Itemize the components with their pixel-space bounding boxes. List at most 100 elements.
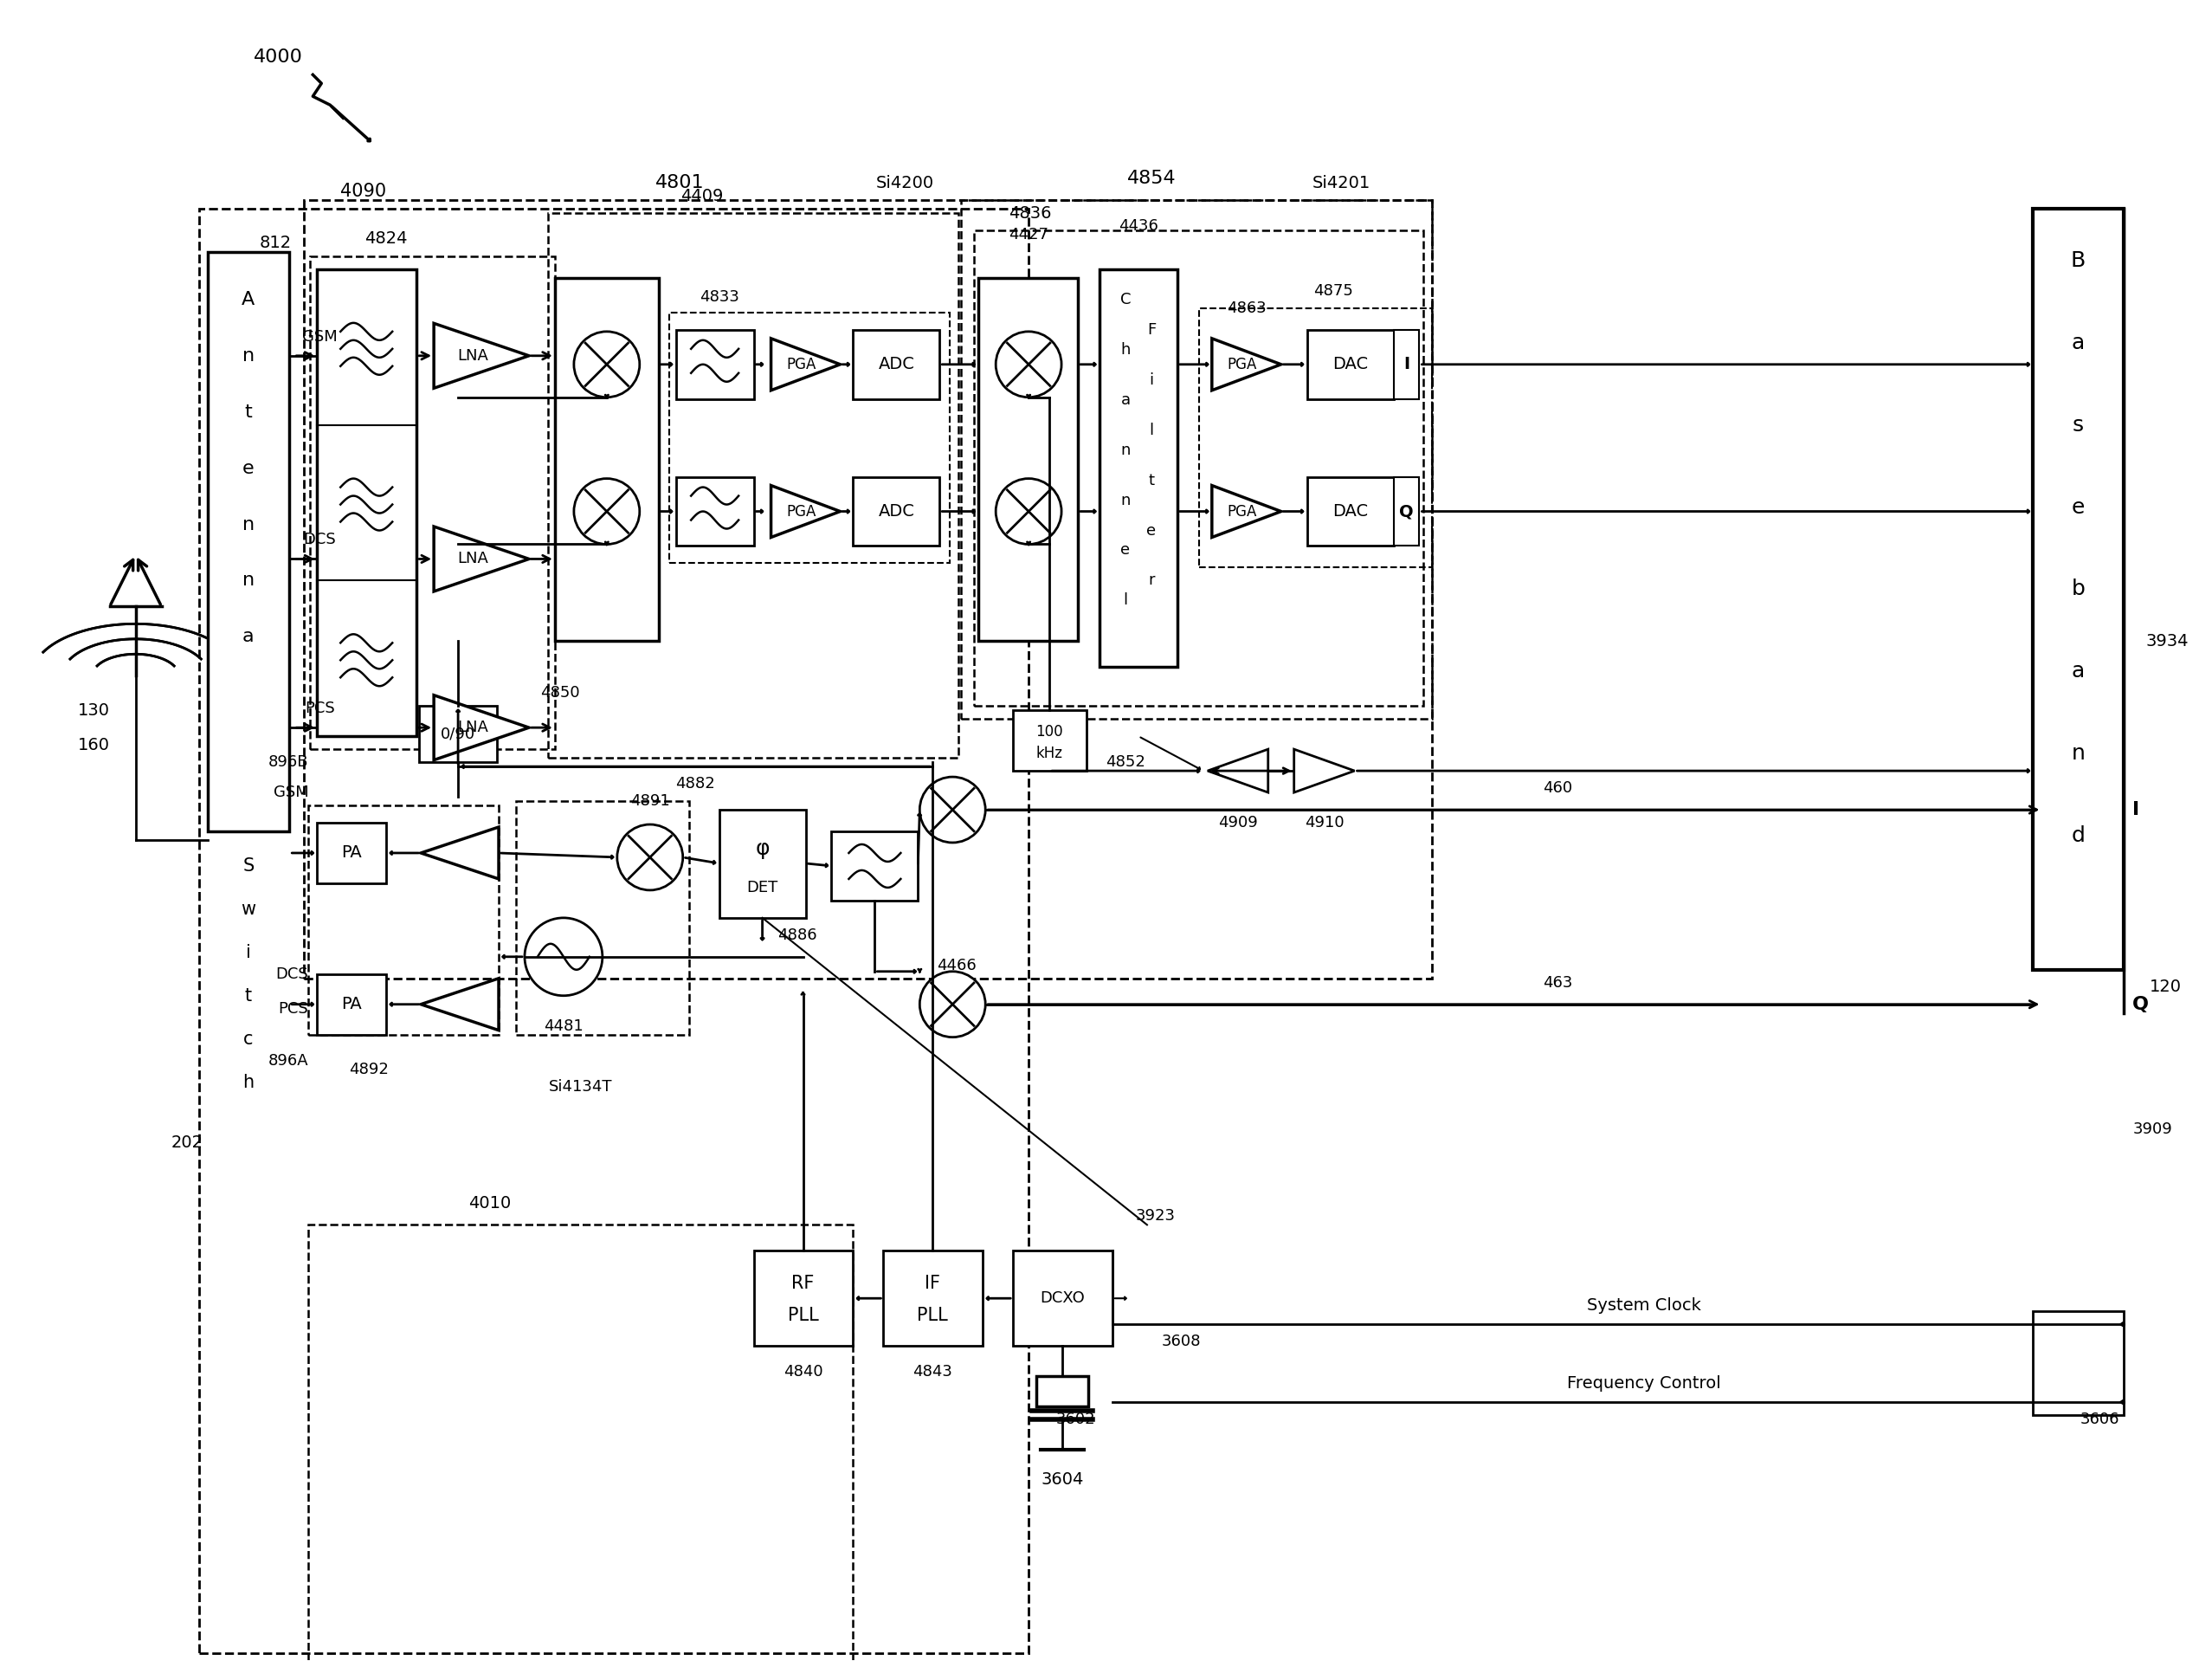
Circle shape [995, 478, 1062, 545]
Text: DAC: DAC [1332, 503, 1367, 520]
Text: n: n [243, 571, 254, 590]
Text: IF: IF [925, 1276, 940, 1292]
Text: PCS: PCS [279, 1002, 307, 1017]
Text: h: h [1121, 342, 1130, 357]
Text: PGA: PGA [1228, 503, 1256, 520]
Text: 463: 463 [1542, 975, 1573, 990]
Text: PLL: PLL [787, 1307, 818, 1324]
Text: 4843: 4843 [914, 1364, 953, 1380]
Text: n: n [243, 515, 254, 533]
Text: 896B: 896B [268, 754, 307, 771]
Bar [1013, 711, 1086, 771]
Text: DCS: DCS [276, 967, 307, 982]
Text: DET: DET [748, 880, 779, 895]
Text: 3608: 3608 [1161, 1334, 1201, 1349]
Text: Q: Q [2132, 995, 2150, 1013]
Text: 4909: 4909 [1219, 816, 1259, 830]
Bar [677, 331, 754, 399]
Bar [1199, 309, 1433, 568]
Text: Q: Q [1400, 503, 1413, 520]
Text: 4852: 4852 [1106, 754, 1146, 771]
Bar [549, 213, 958, 757]
Circle shape [995, 332, 1062, 397]
Polygon shape [434, 324, 529, 389]
Text: LNA: LNA [458, 551, 489, 566]
Text: 896A: 896A [268, 1053, 307, 1068]
Bar [973, 231, 1425, 706]
Text: d: d [2070, 826, 2086, 845]
Polygon shape [420, 827, 498, 879]
Text: a: a [2070, 332, 2084, 354]
Bar [854, 477, 940, 546]
Text: LNA: LNA [458, 347, 489, 364]
Text: n: n [1121, 492, 1130, 508]
Text: Si4200: Si4200 [876, 174, 933, 191]
Text: Si4134T: Si4134T [549, 1078, 613, 1095]
Text: 4427: 4427 [1009, 228, 1048, 243]
Polygon shape [1212, 485, 1281, 538]
Bar [2033, 209, 2124, 970]
Text: e: e [243, 460, 254, 477]
Polygon shape [434, 527, 529, 591]
Text: e: e [2070, 497, 2084, 518]
Text: ADC: ADC [878, 355, 914, 372]
Text: 202: 202 [170, 1134, 204, 1151]
Bar [316, 973, 387, 1035]
Text: a: a [1121, 392, 1130, 407]
Text: 4833: 4833 [699, 289, 739, 304]
Text: 3909: 3909 [2132, 1121, 2172, 1138]
Text: 4850: 4850 [540, 686, 580, 701]
Text: F: F [1148, 322, 1157, 337]
Polygon shape [772, 485, 841, 538]
Text: n: n [1121, 442, 1130, 458]
Text: PA: PA [341, 845, 363, 860]
Polygon shape [1208, 749, 1267, 792]
Polygon shape [420, 978, 498, 1030]
Text: 3602: 3602 [1055, 1412, 1095, 1427]
Bar [310, 256, 555, 749]
Circle shape [573, 478, 639, 545]
Text: B: B [2070, 251, 2086, 271]
Text: 4481: 4481 [544, 1018, 584, 1033]
Bar [883, 1251, 982, 1345]
Bar [208, 252, 290, 832]
Bar [418, 706, 498, 762]
Text: a: a [2070, 661, 2084, 681]
Polygon shape [1294, 749, 1354, 792]
Text: h: h [243, 1073, 254, 1091]
Bar [978, 277, 1077, 641]
Text: LNA: LNA [458, 719, 489, 736]
Text: e: e [1146, 523, 1157, 538]
Text: 4000: 4000 [254, 48, 303, 66]
Text: 812: 812 [259, 236, 292, 251]
Text: 4010: 4010 [469, 1194, 511, 1211]
Text: Si4201: Si4201 [1312, 174, 1371, 191]
Text: 4801: 4801 [655, 174, 706, 191]
Text: i: i [246, 943, 250, 962]
Text: t: t [1148, 472, 1155, 488]
Text: 4886: 4886 [776, 927, 816, 943]
Bar [515, 801, 688, 1035]
Text: 100: 100 [1035, 724, 1064, 739]
Text: DCS: DCS [303, 532, 336, 548]
Text: 4466: 4466 [938, 958, 978, 973]
Text: I: I [2132, 801, 2139, 819]
Text: c: c [243, 1030, 254, 1048]
Text: i: i [1150, 372, 1155, 387]
Text: GSM: GSM [274, 784, 307, 801]
Bar [1307, 477, 1394, 546]
Polygon shape [434, 696, 529, 761]
Bar [832, 832, 918, 900]
Text: 4854: 4854 [1126, 169, 1177, 188]
Text: 4910: 4910 [1305, 816, 1345, 830]
Text: 3923: 3923 [1135, 1209, 1175, 1224]
Text: PGA: PGA [1228, 357, 1256, 372]
Text: s: s [2073, 415, 2084, 435]
Bar [754, 1251, 854, 1345]
Circle shape [617, 824, 684, 890]
Bar [2033, 1311, 2124, 1415]
Bar [199, 209, 1029, 1653]
Bar [719, 811, 805, 919]
Text: 160: 160 [77, 737, 111, 752]
Bar [1013, 1251, 1113, 1345]
